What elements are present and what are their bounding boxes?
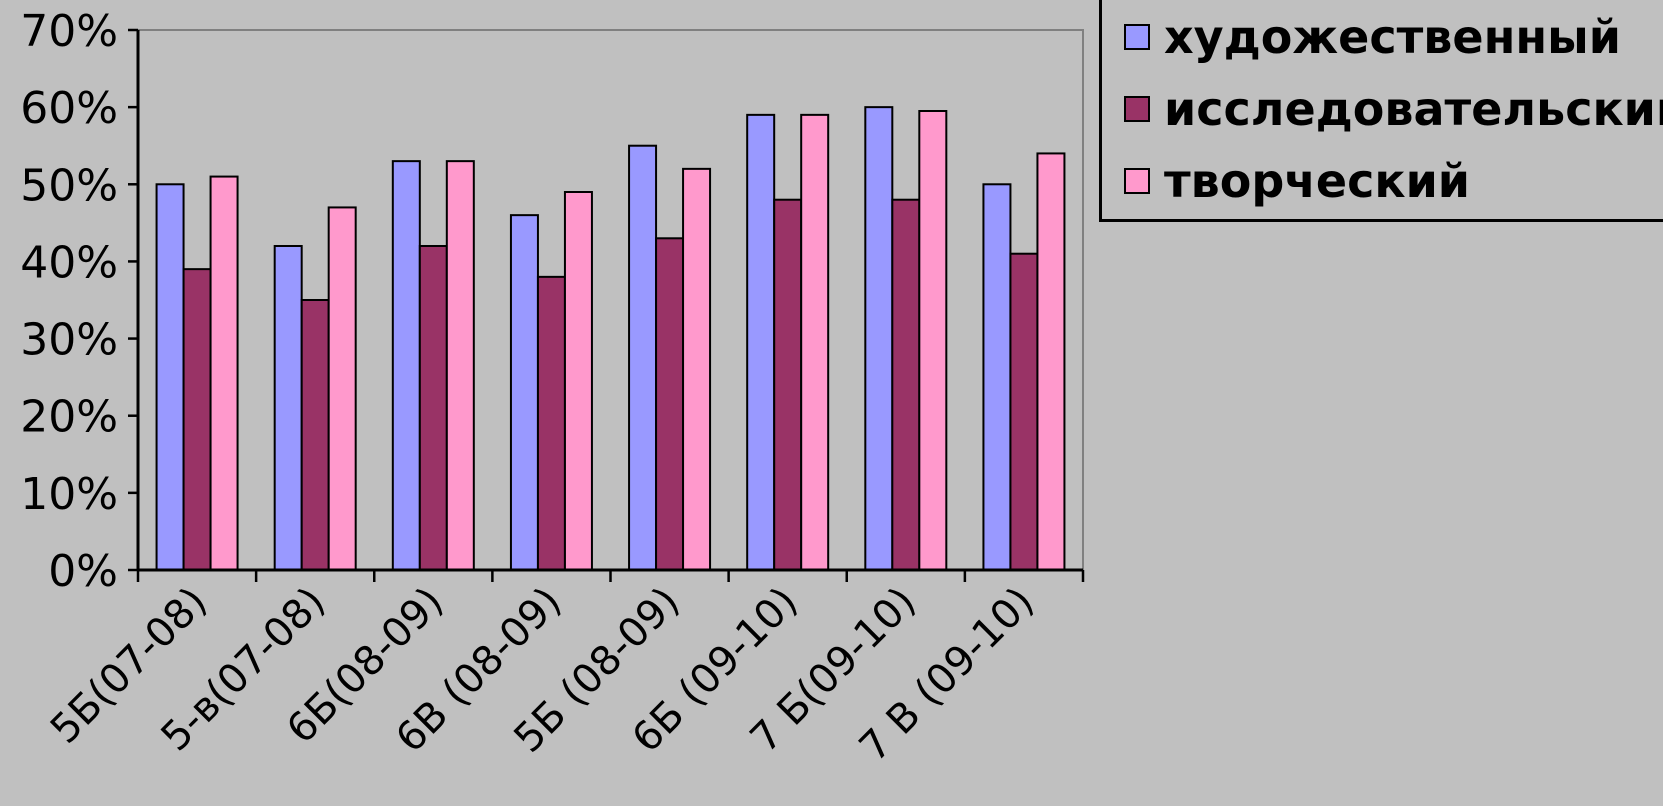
bar bbox=[682, 167, 712, 571]
bar bbox=[209, 175, 239, 571]
y-tick-label: 10% bbox=[20, 469, 118, 520]
legend-item-1: художественный bbox=[1124, 9, 1621, 65]
bar bbox=[1036, 152, 1066, 572]
bar bbox=[864, 106, 894, 572]
y-tick-label: 0% bbox=[48, 546, 118, 597]
y-tick-label: 30% bbox=[20, 315, 118, 366]
y-tick-label: 40% bbox=[20, 237, 118, 288]
bar bbox=[891, 198, 921, 571]
bar bbox=[800, 113, 830, 571]
bar bbox=[655, 237, 685, 572]
legend-label-1: художественный bbox=[1164, 10, 1622, 64]
y-tick-label: 70% bbox=[20, 6, 118, 57]
bar bbox=[418, 245, 448, 571]
legend-swatch-1 bbox=[1124, 24, 1150, 50]
legend-swatch-3 bbox=[1124, 168, 1150, 194]
bar bbox=[391, 160, 421, 571]
bar bbox=[182, 268, 212, 571]
bar bbox=[300, 299, 330, 571]
bar bbox=[155, 183, 185, 572]
legend-item-2: исследовательский bbox=[1124, 81, 1663, 137]
bar bbox=[327, 206, 357, 572]
legend-label-3: творческий bbox=[1164, 154, 1471, 208]
bar bbox=[563, 191, 593, 571]
y-tick-label: 60% bbox=[20, 83, 118, 134]
bar bbox=[1009, 252, 1039, 571]
bar bbox=[773, 198, 803, 571]
bar bbox=[536, 275, 566, 571]
bar bbox=[982, 183, 1012, 572]
bar bbox=[509, 214, 539, 571]
legend-swatch-2 bbox=[1124, 96, 1150, 122]
bar bbox=[918, 110, 948, 571]
y-tick-label: 50% bbox=[20, 160, 118, 211]
bar bbox=[628, 144, 658, 571]
bar bbox=[445, 160, 475, 571]
legend-label-2: исследовательский bbox=[1164, 82, 1663, 136]
legend-item-3: творческий bbox=[1124, 153, 1470, 209]
bar bbox=[273, 245, 303, 571]
y-tick-label: 20% bbox=[20, 392, 118, 443]
bar bbox=[746, 113, 776, 571]
legend: художественный исследовательский творчес… bbox=[1099, 0, 1663, 222]
